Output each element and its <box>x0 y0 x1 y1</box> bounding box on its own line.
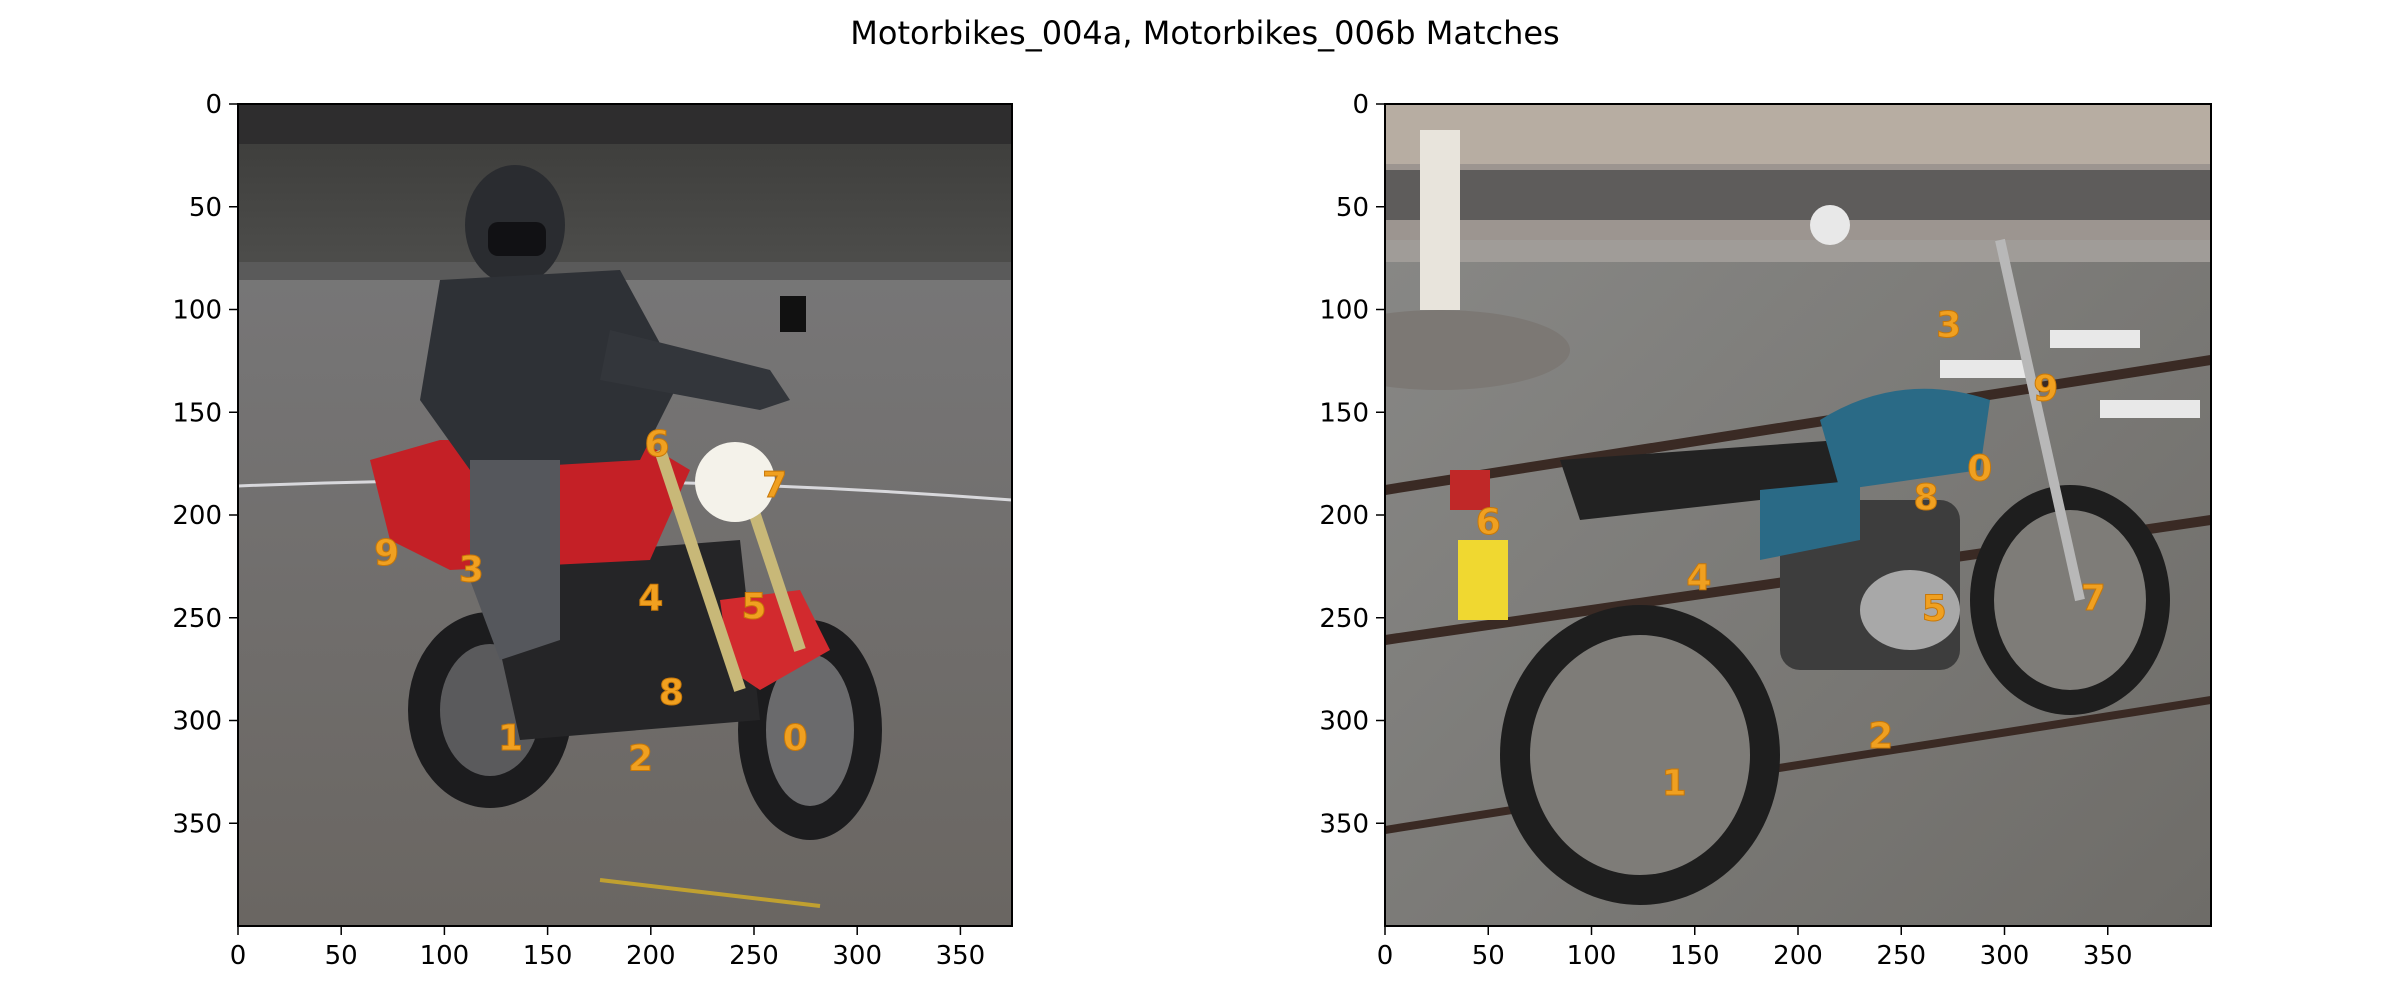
y-tick-label: 200 <box>1319 501 1369 531</box>
keypoint-label-3: 3 <box>1936 305 1961 346</box>
y-tick-label: 200 <box>172 501 222 531</box>
x-tick-label: 50 <box>1472 941 1505 971</box>
keypoint-label-2: 2 <box>1868 716 1893 757</box>
keypoint-label-0: 0 <box>783 718 808 759</box>
right-keypoints: 0 1 2 3 4 5 6 7 8 9 <box>1475 304 2106 804</box>
y-tick-label: 300 <box>1319 707 1369 737</box>
keypoint-label-1: 1 <box>498 718 523 759</box>
keypoint-label-7: 7 <box>762 465 787 506</box>
keypoint-label-5: 5 <box>741 586 766 627</box>
keypoint-label-1: 1 <box>1662 763 1687 804</box>
y-tick-label: 250 <box>1319 604 1369 634</box>
y-tick-label: 150 <box>1319 398 1369 428</box>
y-tick-label: 250 <box>172 604 222 634</box>
y-tick-label: 50 <box>1336 193 1369 223</box>
y-tick-label: 50 <box>189 193 222 223</box>
x-tick-label: 150 <box>523 941 573 971</box>
keypoint-label-8: 8 <box>1913 478 1938 519</box>
keypoint-label-2: 2 <box>628 738 653 779</box>
right-photo <box>1385 104 2211 926</box>
x-tick-label: 50 <box>325 941 358 971</box>
x-tick-label: 0 <box>230 941 247 971</box>
x-tick-label: 350 <box>2083 941 2133 971</box>
keypoint-label-9: 9 <box>2033 369 2058 410</box>
x-tick-label: 0 <box>1377 941 1394 971</box>
keypoint-label-4: 4 <box>1686 558 1711 599</box>
y-tick-label: 300 <box>172 707 222 737</box>
x-tick-label: 200 <box>1773 941 1823 971</box>
y-tick-label: 150 <box>172 398 222 428</box>
x-tick-label: 250 <box>729 941 779 971</box>
keypoint-label-0: 0 <box>1967 449 1992 490</box>
keypoint-label-6: 6 <box>644 424 669 465</box>
left-axes: 0 50 100 150 200 250 300 3500501001502002503003… <box>172 90 1013 971</box>
figure-title: Motorbikes_004a, Motorbikes_006b Matches <box>850 14 1559 52</box>
keypoint-label-3: 3 <box>459 549 484 590</box>
y-tick-label: 0 <box>1352 90 1369 120</box>
y-tick-label: 100 <box>1319 296 1369 326</box>
right-axes: 0 50 100 150 200 250 300 3500501001502002503003… <box>1319 90 2212 971</box>
x-tick-label: 200 <box>626 941 676 971</box>
left-photo <box>238 104 1012 926</box>
x-tick-label: 300 <box>832 941 882 971</box>
x-tick-label: 150 <box>1670 941 1720 971</box>
keypoint-label-6: 6 <box>1476 502 1501 543</box>
left-keypoints: 0 1 2 3 4 5 6 7 8 9 <box>374 424 809 780</box>
keypoint-label-8: 8 <box>659 673 684 714</box>
x-tick-label: 350 <box>936 941 986 971</box>
y-tick-label: 350 <box>172 809 222 839</box>
x-tick-label: 100 <box>420 941 470 971</box>
right-ticks: 0 50 100 150 200 250 300 3500501001502002503003… <box>1319 90 2132 971</box>
y-tick-label: 350 <box>1319 809 1369 839</box>
y-tick-label: 100 <box>172 296 222 326</box>
x-tick-label: 100 <box>1567 941 1617 971</box>
x-tick-label: 300 <box>1980 941 2030 971</box>
x-tick-label: 250 <box>1876 941 1926 971</box>
keypoint-label-7: 7 <box>2081 578 2106 619</box>
y-tick-label: 0 <box>205 90 222 120</box>
keypoint-label-5: 5 <box>1922 588 1947 629</box>
keypoint-label-9: 9 <box>374 533 399 574</box>
left-ticks: 0 50 100 150 200 250 300 3500501001502002503003… <box>172 90 985 971</box>
keypoint-label-4: 4 <box>638 578 663 619</box>
